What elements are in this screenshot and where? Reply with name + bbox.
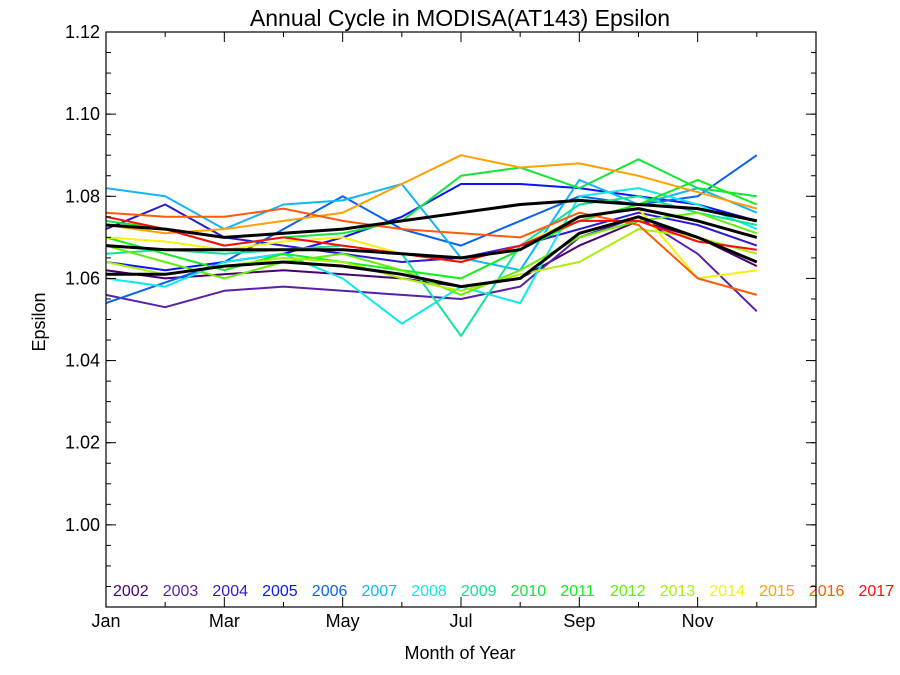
legend-item-2004: 2004 xyxy=(212,583,248,600)
y-tick-label: 1.04 xyxy=(65,351,100,371)
x-tick-label: Jul xyxy=(449,611,472,631)
y-tick-label: 1.08 xyxy=(65,186,100,206)
legend-item-2011: 2011 xyxy=(560,583,595,600)
legend-item-2006: 2006 xyxy=(312,583,348,600)
legend-item-2015: 2015 xyxy=(759,583,795,600)
legend-item-2007: 2007 xyxy=(362,583,398,600)
mean-line-3 xyxy=(106,215,758,289)
plot-frame xyxy=(105,31,817,608)
legend-item-2009: 2009 xyxy=(461,583,497,600)
legend-item-2008: 2008 xyxy=(411,583,447,600)
x-tick-label: Jan xyxy=(91,611,120,631)
series-line-2016 xyxy=(105,207,758,296)
series-line-2015 xyxy=(105,154,758,235)
legend-item-2003: 2003 xyxy=(163,583,199,600)
chart-title: Annual Cycle in MODISA(AT143) Epsilon xyxy=(250,5,670,31)
y-tick-label: 1.12 xyxy=(65,22,100,42)
legend-item-2016: 2016 xyxy=(809,583,845,600)
y-tick-label: 1.06 xyxy=(65,268,100,288)
mean-line-2 xyxy=(105,198,758,239)
series-line-2009 xyxy=(105,195,758,337)
series-line-2007 xyxy=(105,178,758,272)
axes: 1.00 1.02 1.04 1.06 1.08 1.10 1.12 Jan Mar May Jul… xyxy=(65,22,816,631)
x-tick-label: Mar xyxy=(209,611,240,631)
series-line-2004 xyxy=(105,203,758,263)
x-tick-label: Nov xyxy=(682,611,714,631)
legend-item-2017: 2017 xyxy=(859,583,895,600)
legend-item-2013: 2013 xyxy=(660,583,696,600)
series-line-2017 xyxy=(105,215,757,263)
x-tick-label: Sep xyxy=(563,611,595,631)
series-line-2003 xyxy=(105,215,758,313)
y-tick-label: 1.00 xyxy=(65,515,100,535)
mean-layer xyxy=(105,198,758,289)
series-layer xyxy=(105,154,758,337)
x-axis-label: Month of Year xyxy=(404,643,515,663)
x-tick-label: May xyxy=(326,611,360,631)
legend-item-2002: 2002 xyxy=(113,583,149,600)
series-line-2005 xyxy=(105,183,758,272)
legend-item-2010: 2010 xyxy=(511,583,547,600)
legend-item-2005: 2005 xyxy=(262,583,298,600)
y-tick-label: 1.02 xyxy=(65,433,100,453)
legend: 2002 2003 2004 2005 2006 2007 2008 2009 2010 2011… xyxy=(113,583,894,600)
legend-item-2014: 2014 xyxy=(709,583,745,600)
y-axis-label: Epsilon xyxy=(29,292,49,351)
y-tick-label: 1.10 xyxy=(65,104,100,124)
mean-line-1 xyxy=(105,207,758,260)
legend-item-2012: 2012 xyxy=(610,583,646,600)
